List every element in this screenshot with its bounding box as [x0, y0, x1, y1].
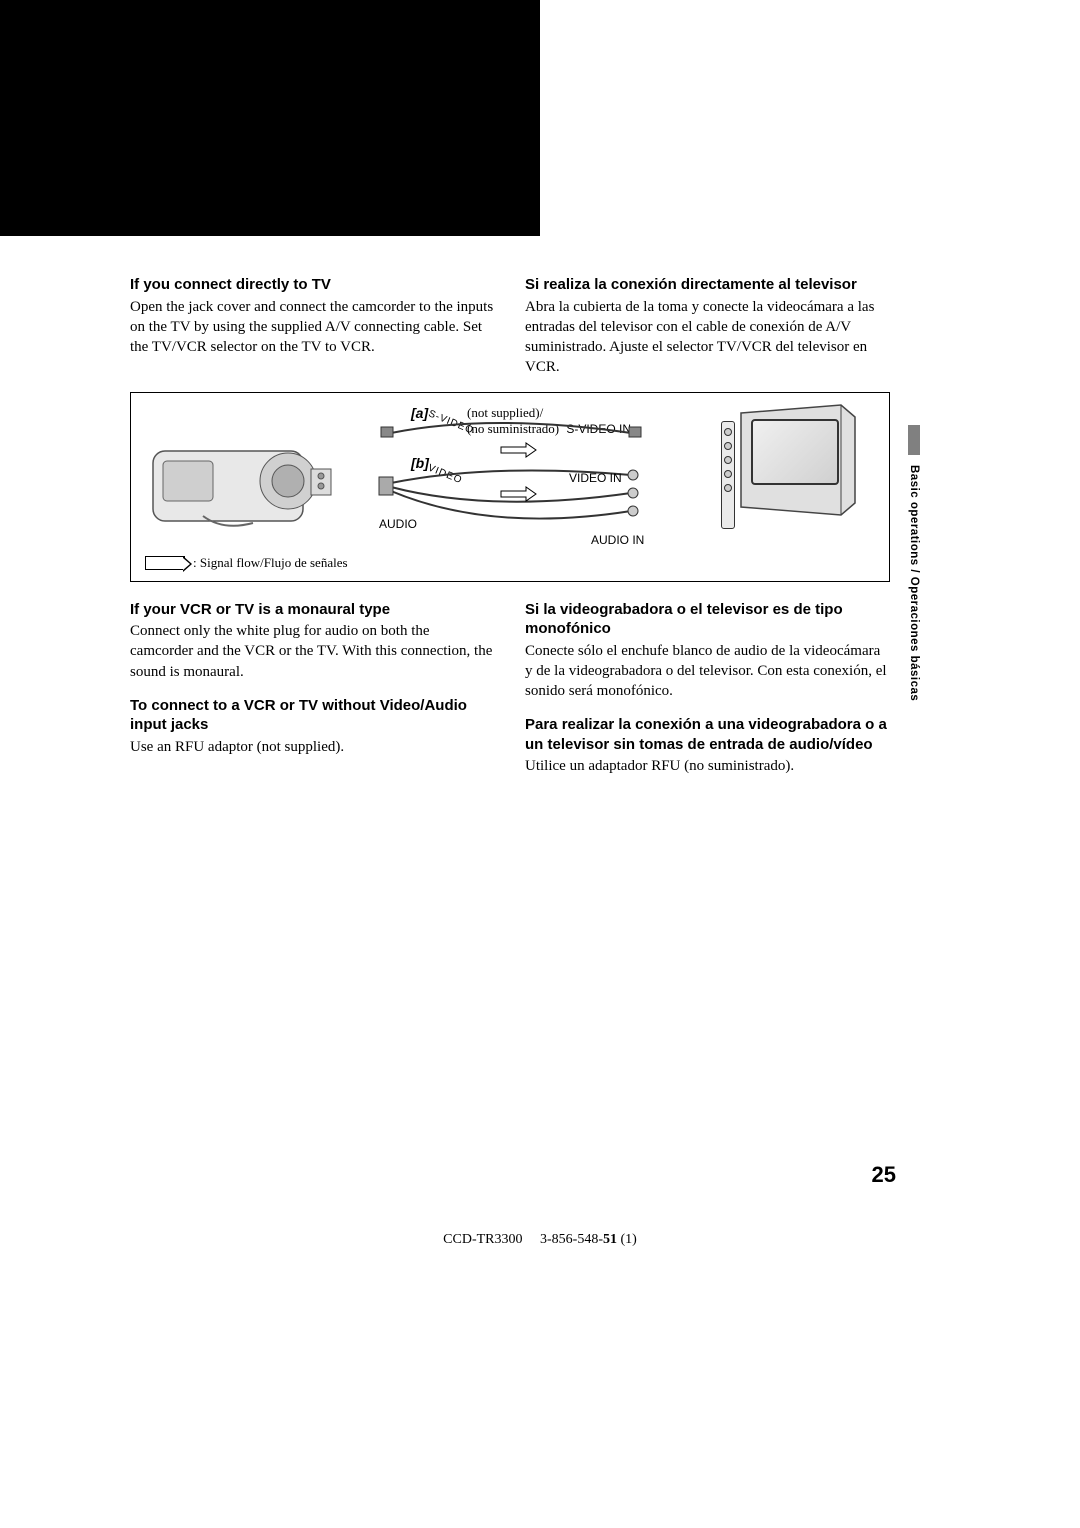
signal-flow-legend: : Signal flow/Flujo de señales — [145, 555, 348, 571]
page-number: 25 — [872, 1162, 896, 1188]
en-para-3: Use an RFU adaptor (not supplied). — [130, 737, 495, 757]
spanish-lower-column: Si la videograbadora o el televisor es d… — [525, 600, 890, 777]
es-heading-2: Si la videograbadora o el televisor es d… — [525, 600, 890, 639]
footer-code-bold: 51 — [603, 1232, 617, 1247]
es-para-3: Utilice un adaptador RFU (no suministrad… — [525, 756, 890, 776]
es-para-1: Abra la cubierta de la toma y conecte la… — [525, 297, 890, 378]
main-content: If you connect directly to TV Open the j… — [130, 275, 890, 777]
footer-model: CCD-TR3300 — [443, 1232, 522, 1247]
audio-label: AUDIO — [379, 517, 417, 531]
header-black-block — [0, 0, 540, 236]
tv-screen — [751, 419, 839, 485]
footer-code-post: (1) — [617, 1232, 637, 1247]
connection-diagram: [a] S-VIDEO [b] VIDEO (not supplied)/ (n… — [130, 392, 890, 582]
section-side-label: Basic operations / Operaciones básicas — [908, 465, 920, 701]
english-lower-column: If your VCR or TV is a monaural type Con… — [130, 600, 495, 777]
tv-illustration: TV — [731, 403, 861, 518]
en-para-1: Open the jack cover and connect the camc… — [130, 297, 495, 358]
en-heading-2: If your VCR or TV is a monaural type — [130, 600, 495, 620]
intro-columns: If you connect directly to TV Open the j… — [130, 275, 890, 378]
en-para-2: Connect only the white plug for audio on… — [130, 621, 495, 682]
signal-flow-text: : Signal flow/Flujo de señales — [193, 555, 348, 571]
footer: CCD-TR3300 3-856-548-51 (1) — [0, 1232, 1080, 1248]
camcorder-illustration — [143, 431, 353, 541]
en-heading-1: If you connect directly to TV — [130, 275, 495, 295]
english-column: If you connect directly to TV Open the j… — [130, 275, 495, 378]
es-para-2: Conecte sólo el enchufe blanco de audio … — [525, 641, 890, 702]
en-heading-3: To connect to a VCR or TV without Video/… — [130, 696, 495, 735]
signal-flow-arrow-icon — [145, 556, 185, 570]
audio-in-label: AUDIO IN — [591, 533, 644, 547]
cables-illustration — [351, 403, 751, 563]
section-tab — [908, 425, 920, 455]
lower-columns: If your VCR or TV is a monaural type Con… — [130, 600, 890, 777]
spanish-column: Si realiza la conexión directamente al t… — [525, 275, 890, 378]
es-heading-1: Si realiza la conexión directamente al t… — [525, 275, 890, 295]
es-heading-3: Para realizar la conexión a una videogra… — [525, 715, 890, 754]
footer-code-pre: 3-856-548- — [540, 1232, 603, 1247]
video-in-label: VIDEO IN — [569, 471, 622, 485]
